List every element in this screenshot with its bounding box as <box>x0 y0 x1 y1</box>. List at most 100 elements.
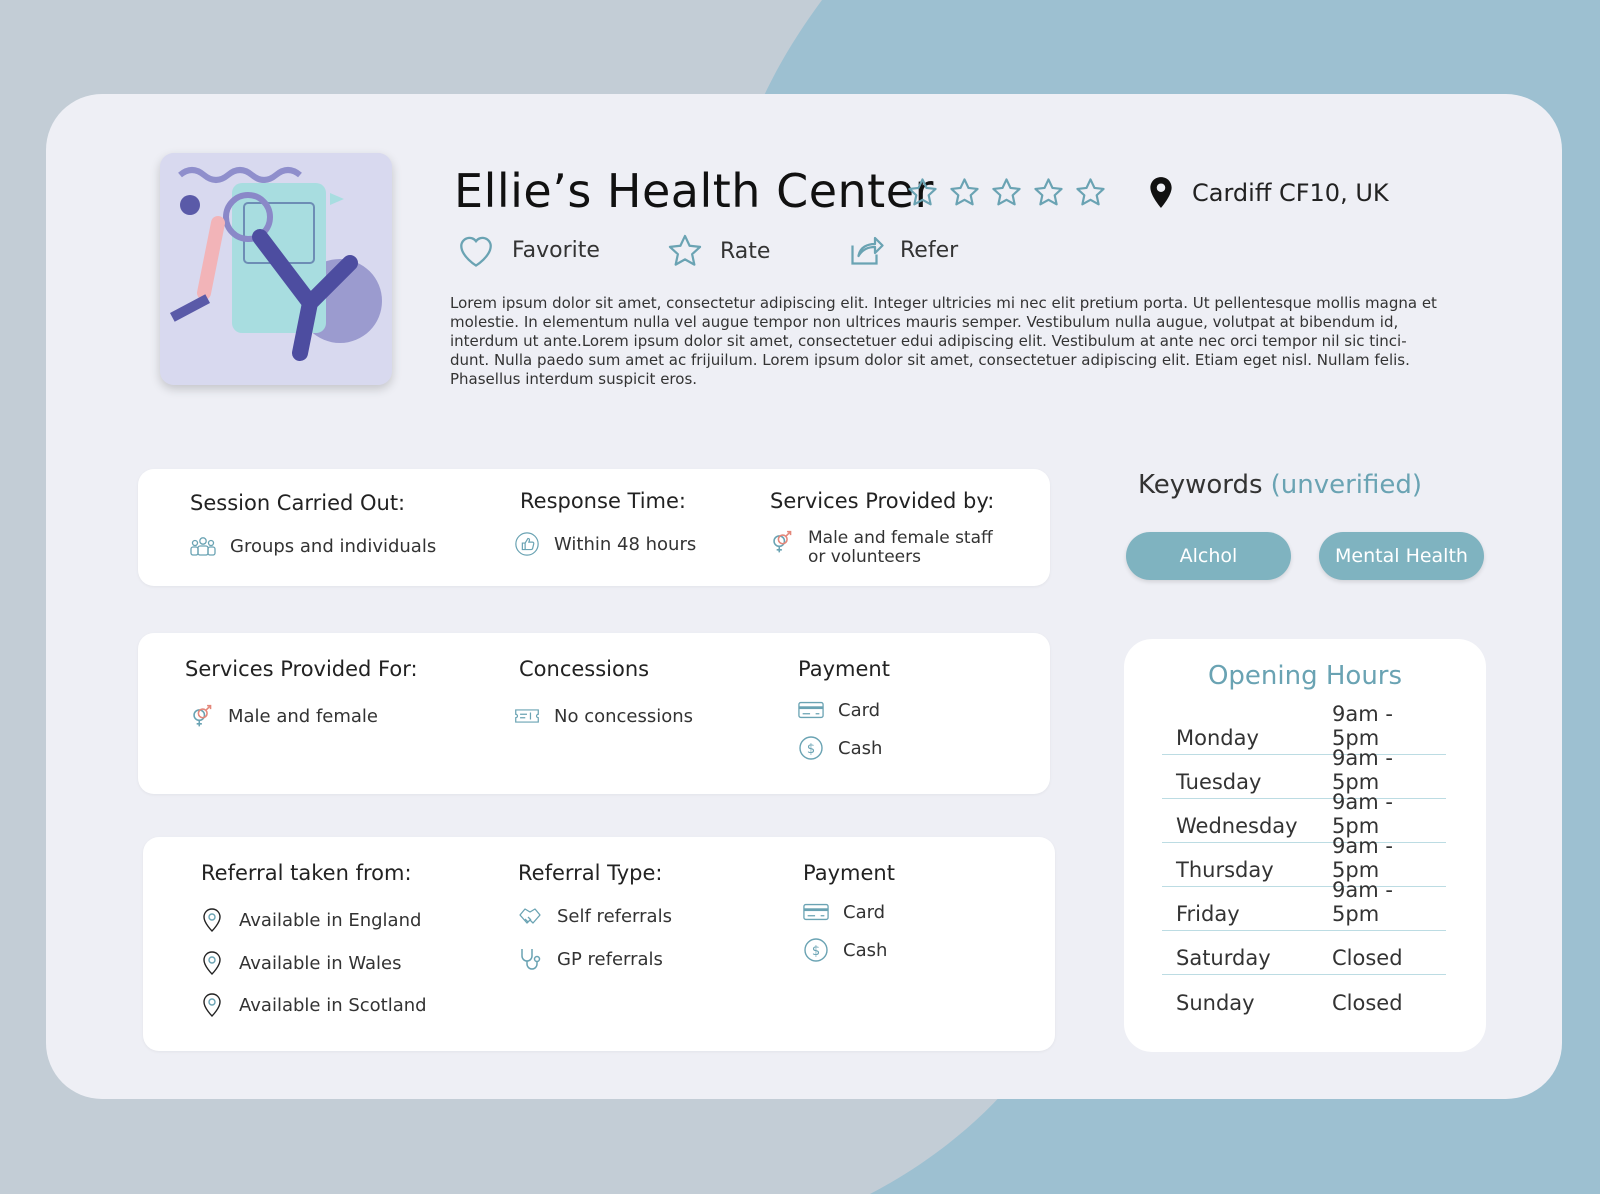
day-label: Tuesday <box>1176 770 1262 794</box>
day-label: Thursday <box>1176 858 1274 882</box>
refer-label: Refer <box>900 237 959 263</box>
keyword-tag-alcohol[interactable]: Alchol <box>1126 532 1291 580</box>
day-label: Wednesday <box>1176 814 1298 838</box>
share-icon <box>851 236 884 265</box>
session-heading: Session Carried Out: <box>190 491 406 515</box>
time-label: Closed <box>1332 991 1403 1015</box>
hours-row-thursday: Thursday 9am - 5pm <box>1162 834 1446 887</box>
day-label: Friday <box>1176 902 1240 926</box>
gender-icon <box>768 529 794 555</box>
concessions-text: No concessions <box>554 705 694 727</box>
star-icon[interactable] <box>906 176 939 209</box>
info-panel-services: Services Provided For: Male and female C… <box>138 633 1050 794</box>
referral-self: Self referrals <box>517 903 672 929</box>
payment-card: Card <box>798 697 880 723</box>
concessions-heading: Concessions <box>519 657 650 681</box>
info-panel-session: Session Carried Out: Groups and individu… <box>138 469 1050 586</box>
star-outline-icon <box>668 234 702 266</box>
credit-card-icon <box>803 899 829 925</box>
referral-from-heading: Referral taken from: <box>201 861 412 885</box>
heart-icon <box>460 236 492 267</box>
handshake-icon <box>517 903 543 929</box>
provided-for-text: Male and female <box>228 705 378 727</box>
location: Cardiff CF10, UK <box>1148 176 1389 210</box>
payment-card-2-text: Card <box>843 901 886 923</box>
keywords-title: Keywords <box>1138 470 1263 500</box>
star-icon[interactable] <box>990 176 1023 209</box>
referral-type-heading: Referral Type: <box>518 861 663 885</box>
hours-row-wednesday: Wednesday 9am - 5pm <box>1162 790 1446 843</box>
provided-for-heading: Services Provided For: <box>185 657 418 681</box>
opening-hours-card: Opening Hours Monday 9am - 5pm Tuesday 9am… <box>1124 639 1486 1052</box>
favorite-button[interactable]: Favorite <box>456 232 600 268</box>
referral-from-scotland: Available in Scotland <box>199 992 427 1018</box>
star-icon[interactable] <box>1074 176 1107 209</box>
response-heading: Response Time: <box>520 489 687 513</box>
location-text: Cardiff CF10, UK <box>1192 179 1389 207</box>
payment-card-text: Card <box>838 699 881 721</box>
hours-row-friday: Friday 9am - 5pm <box>1162 878 1446 931</box>
keywords-heading: Keywords (unverified) <box>1138 470 1422 500</box>
svg-text:$: $ <box>812 944 820 959</box>
provided-by-line2: or volunteers <box>808 547 921 567</box>
time-label: 9am - 5pm <box>1332 834 1393 882</box>
credit-card-icon <box>798 697 824 723</box>
payment-cash: $ Cash <box>798 735 882 761</box>
time-label: 9am - 5pm <box>1332 790 1393 838</box>
day-label: Saturday <box>1176 946 1271 970</box>
day-label: Monday <box>1176 726 1259 750</box>
time-label: 9am - 5pm <box>1332 702 1393 750</box>
map-pin-icon <box>1150 177 1172 208</box>
response-value: Within 48 hours <box>514 531 696 557</box>
description: Lorem ipsum dolor sit amet, consectetur … <box>450 294 1437 388</box>
payment-cash-text: Cash <box>838 737 883 759</box>
hero-illustration <box>160 153 392 385</box>
payment-card-2: Card <box>803 899 885 925</box>
favorite-label: Favorite <box>512 237 600 263</box>
session-value: Groups and individuals <box>190 533 436 559</box>
group-icon <box>190 533 216 559</box>
referral-gp-text: GP referrals <box>557 948 663 970</box>
action-bar: Favorite Rate Refer <box>456 232 958 278</box>
star-icon[interactable] <box>1032 176 1065 209</box>
payment-cash-2: $ Cash <box>803 937 887 963</box>
provided-by-line1: Male and female staff <box>808 528 993 548</box>
dollar-coin-icon: $ <box>803 937 829 963</box>
response-text: Within 48 hours <box>554 533 697 555</box>
svg-text:$: $ <box>807 742 815 757</box>
ticket-icon <box>514 703 540 729</box>
session-text: Groups and individuals <box>230 535 437 557</box>
payment-heading-2: Payment <box>803 861 895 885</box>
time-label: 9am - 5pm <box>1332 878 1393 926</box>
referral-self-text: Self referrals <box>557 905 672 927</box>
dollar-coin-icon: $ <box>798 735 824 761</box>
concessions-value: No concessions <box>514 703 693 729</box>
refer-button[interactable]: Refer <box>848 232 958 268</box>
star-icon[interactable] <box>948 176 981 209</box>
referral-from-wales: Available in Wales <box>199 950 401 976</box>
page-title: Ellie’s Health Center <box>454 164 934 218</box>
time-label: Closed <box>1332 946 1403 970</box>
provided-for-value: Male and female <box>188 703 378 729</box>
time-label: 9am - 5pm <box>1332 746 1393 794</box>
provided-by-heading: Services Provided by: <box>770 489 995 513</box>
referral-from-england: Available in England <box>199 907 421 933</box>
gender-icon <box>188 703 214 729</box>
stethoscope-icon <box>517 946 543 972</box>
opening-hours-title: Opening Hours <box>1207 661 1403 691</box>
hours-row-saturday: Saturday Closed <box>1162 931 1446 975</box>
rate-button[interactable]: Rate <box>666 232 770 270</box>
info-panel-referral: Referral taken from: Available in Englan… <box>143 837 1055 1051</box>
keyword-tag-mental-health[interactable]: Mental Health <box>1319 532 1484 580</box>
provided-by-value: Male and female staff or volunteers <box>768 529 993 567</box>
hours-row-monday: Monday 9am - 5pm <box>1162 702 1446 755</box>
day-label: Sunday <box>1176 991 1255 1015</box>
hours-row-tuesday: Tuesday 9am - 5pm <box>1162 746 1446 799</box>
referral-from-scotland-text: Available in Scotland <box>239 994 427 1016</box>
map-pin-icon <box>199 950 225 976</box>
rate-label: Rate <box>720 238 771 264</box>
rating-stars[interactable] <box>906 176 1107 209</box>
payment-heading: Payment <box>798 657 890 681</box>
map-pin-icon <box>199 907 225 933</box>
map-pin-icon <box>199 992 225 1018</box>
